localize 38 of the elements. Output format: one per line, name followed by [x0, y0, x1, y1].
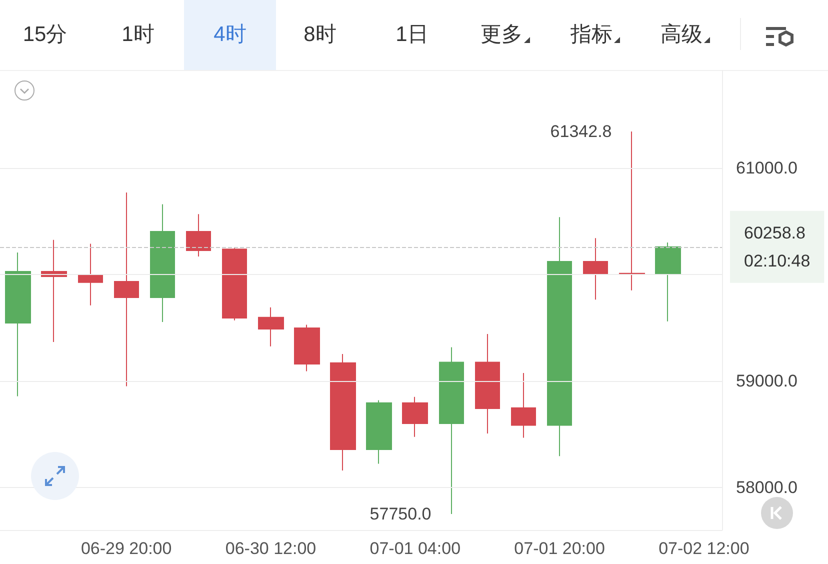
ref-line-label: 60258.8 02:10:48	[744, 223, 810, 270]
text: 1日	[396, 23, 428, 46]
x-tick-label: 07-02 12:00	[658, 539, 750, 558]
candlestick	[366, 400, 392, 464]
text: 4时	[214, 23, 246, 46]
candlestick	[5, 252, 31, 397]
x-tick-label: 06-30 12:00	[225, 539, 316, 558]
text: 1时	[122, 23, 154, 46]
candlestick	[475, 333, 500, 434]
text: 8时	[304, 23, 336, 46]
candlestick	[402, 396, 428, 438]
x-tick-label: 07-01 20:00	[514, 539, 605, 558]
candlestick	[294, 324, 320, 372]
candlestick	[150, 204, 175, 323]
candlestick	[511, 372, 536, 438]
x-tick-label: 07-01 04:00	[370, 539, 461, 558]
candlestick	[583, 238, 608, 300]
y-tick-label: 58000.0	[736, 478, 798, 497]
text: 15分	[22, 23, 68, 46]
text: 指标	[570, 23, 612, 46]
candlestick	[619, 130, 645, 291]
candlestick	[78, 243, 103, 306]
candlestick	[114, 192, 139, 387]
candlestick	[547, 216, 572, 457]
candlestick	[186, 214, 211, 257]
y-tick-label: 61000.0	[736, 158, 798, 178]
candlestick	[655, 242, 681, 322]
text: 更多	[480, 23, 522, 46]
annotation: 61342.8	[550, 122, 612, 141]
y-tick-label: 59000.0	[736, 371, 798, 390]
candlestick	[330, 353, 356, 471]
text: 高级	[660, 23, 702, 46]
x-tick-label: 06-29 20:00	[80, 539, 172, 558]
annotation: 57750.0	[370, 504, 432, 524]
candlestick	[258, 306, 284, 347]
candlestick	[222, 248, 247, 321]
candlestick	[439, 346, 464, 515]
candlestick	[41, 239, 67, 342]
